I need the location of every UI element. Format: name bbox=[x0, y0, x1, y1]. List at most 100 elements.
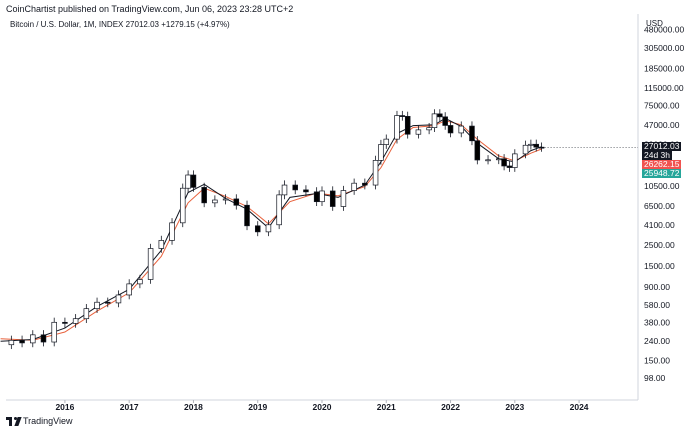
candle-body bbox=[399, 115, 406, 117]
candle-body bbox=[158, 240, 165, 249]
y-tick-label: 1500.00 bbox=[644, 261, 675, 271]
candle-body bbox=[19, 339, 25, 344]
candle-body bbox=[51, 321, 57, 343]
price-badge: 27012.03 bbox=[642, 141, 682, 152]
candle-body bbox=[126, 283, 132, 296]
x-tick-label: 2023 bbox=[505, 402, 524, 412]
y-tick-label: 480000.00 bbox=[644, 24, 684, 34]
candle-body bbox=[62, 321, 68, 324]
candle-body bbox=[378, 144, 384, 161]
candle-body bbox=[533, 143, 539, 148]
candle-body bbox=[233, 198, 240, 206]
y-tick-label: 900.00 bbox=[644, 282, 670, 292]
candle-body bbox=[281, 184, 288, 196]
candle-body bbox=[528, 143, 534, 146]
candle-body bbox=[201, 187, 207, 204]
candle-body bbox=[265, 224, 272, 233]
x-tick-label: 2019 bbox=[248, 402, 267, 412]
candle-body bbox=[303, 189, 309, 193]
y-tick-label: 240.00 bbox=[644, 336, 670, 346]
candle-body bbox=[94, 301, 100, 310]
candle-body bbox=[447, 125, 454, 134]
candle-body bbox=[383, 138, 390, 145]
candle-body bbox=[115, 294, 122, 304]
candle-body bbox=[83, 308, 90, 320]
x-tick-label: 2022 bbox=[441, 402, 460, 412]
candle-body bbox=[362, 182, 368, 186]
price-change: +1279.15 (+4.97%) bbox=[161, 20, 230, 29]
y-tick-label: 150.00 bbox=[644, 355, 670, 365]
candle-body bbox=[8, 339, 15, 346]
last-price: 27012.03 bbox=[125, 20, 159, 29]
candle-body bbox=[522, 144, 529, 155]
currency-label: USD bbox=[646, 19, 663, 28]
y-tick-label: 6500.00 bbox=[644, 201, 675, 211]
y-tick-label: 115000.00 bbox=[644, 83, 684, 93]
candle-body bbox=[190, 174, 197, 188]
candle-body bbox=[276, 194, 282, 226]
tradingview-brand: TradingView bbox=[23, 416, 73, 426]
tradingview-logo[interactable]: TradingView bbox=[6, 416, 73, 426]
candle-body bbox=[415, 129, 422, 135]
y-tick-label: 10500.00 bbox=[644, 181, 680, 191]
y-tick-label: 4100.00 bbox=[644, 220, 675, 230]
candle-body bbox=[137, 279, 143, 285]
candle-body bbox=[437, 113, 443, 118]
candle-body bbox=[351, 182, 357, 191]
candle-body bbox=[254, 225, 261, 233]
candle-body bbox=[40, 334, 47, 343]
publish-info: CoinChartist published on TradingView.co… bbox=[6, 4, 294, 14]
y-tick-label: 98.00 bbox=[644, 373, 666, 383]
candle-body bbox=[469, 125, 475, 142]
y-tick-label: 305000.00 bbox=[644, 43, 684, 53]
countdown-badge: 24d 3h bbox=[642, 150, 672, 161]
candle-body bbox=[340, 190, 347, 207]
y-tick-label: 47000.00 bbox=[644, 120, 680, 130]
candle-body bbox=[474, 140, 481, 161]
candle-body bbox=[442, 116, 448, 126]
candle-body bbox=[512, 153, 518, 168]
candle-body bbox=[319, 190, 325, 203]
x-tick-label: 2017 bbox=[120, 402, 139, 412]
candle-body bbox=[329, 190, 336, 207]
candle-body bbox=[404, 115, 411, 135]
x-tick-label: 2016 bbox=[55, 402, 74, 412]
symbol-name: Bitcoin / U.S. Dollar, 1M, INDEX bbox=[10, 20, 124, 29]
candle-body bbox=[292, 184, 298, 191]
y-tick-label: 75000.00 bbox=[644, 101, 680, 111]
candle-body bbox=[501, 158, 507, 167]
candle-body bbox=[179, 187, 186, 224]
candle-body bbox=[313, 191, 320, 203]
y-tick-label: 2500.00 bbox=[644, 240, 675, 250]
candle-body bbox=[72, 318, 79, 324]
candle-body bbox=[212, 199, 218, 204]
candle-body bbox=[169, 222, 175, 241]
x-tick-label: 2018 bbox=[184, 402, 203, 412]
candle-body bbox=[495, 158, 502, 161]
x-tick-label: 2020 bbox=[313, 402, 332, 412]
price-badge: 26262.15 bbox=[642, 159, 682, 170]
candle-body bbox=[506, 165, 513, 168]
x-tick-label: 2024 bbox=[570, 402, 589, 412]
candle-body bbox=[394, 115, 400, 140]
candle-body bbox=[431, 113, 438, 128]
price-badge: 25948.72 bbox=[642, 168, 682, 179]
y-tick-label: 580.00 bbox=[644, 300, 670, 310]
symbol-legend: Bitcoin / U.S. Dollar, 1M, INDEX 27012.0… bbox=[10, 20, 230, 29]
candle-body bbox=[426, 127, 432, 131]
candle-body bbox=[372, 160, 379, 186]
candle-body bbox=[485, 159, 491, 162]
x-tick-label: 2021 bbox=[377, 402, 396, 412]
y-tick-label: 185000.00 bbox=[644, 64, 684, 74]
candle-body bbox=[458, 125, 465, 134]
candle-body bbox=[222, 198, 229, 201]
tradingview-icon bbox=[6, 416, 22, 426]
y-tick-label: 380.00 bbox=[644, 317, 670, 327]
candle-body bbox=[244, 204, 250, 227]
candle-body bbox=[185, 174, 191, 189]
candle-body bbox=[30, 334, 36, 344]
candle-body bbox=[105, 301, 111, 304]
candle-body bbox=[147, 248, 154, 280]
